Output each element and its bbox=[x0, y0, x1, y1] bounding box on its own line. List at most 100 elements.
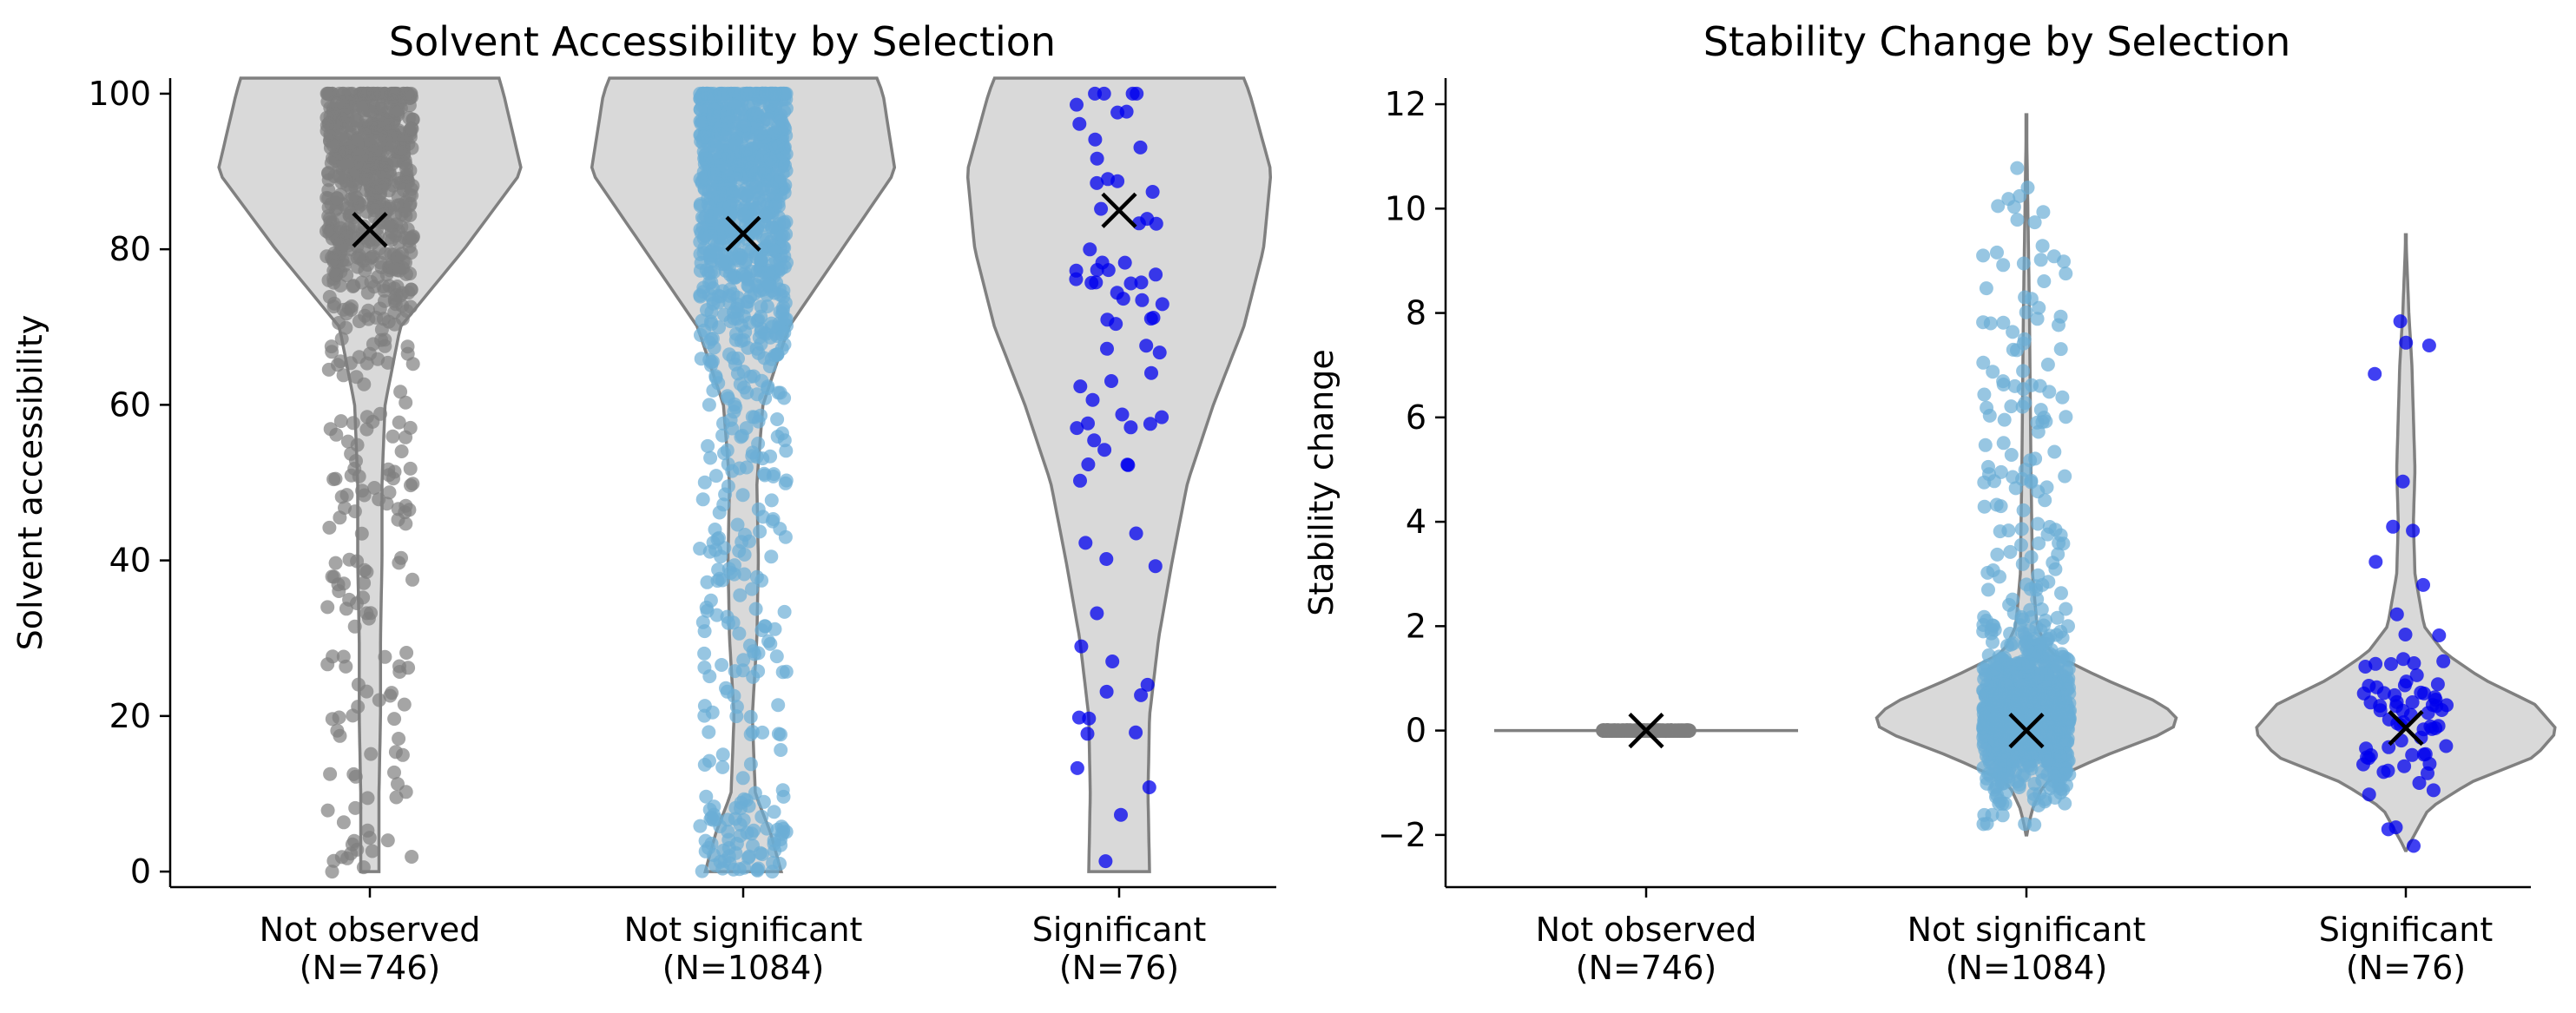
data-point bbox=[733, 588, 748, 602]
mean-marker bbox=[1101, 192, 1137, 228]
data-point bbox=[775, 665, 790, 680]
data-point bbox=[2027, 215, 2042, 230]
data-point bbox=[1142, 780, 1156, 794]
data-point bbox=[736, 207, 751, 222]
data-point bbox=[402, 503, 417, 517]
data-point bbox=[2368, 366, 2382, 381]
data-point bbox=[778, 312, 792, 326]
data-point bbox=[2362, 787, 2376, 802]
data-point bbox=[697, 475, 712, 490]
y-axis-label: Solvent accessibility bbox=[11, 315, 49, 651]
data-point bbox=[1978, 437, 1993, 452]
data-point bbox=[2040, 358, 2055, 372]
data-point bbox=[1143, 312, 1158, 326]
data-point bbox=[391, 105, 405, 120]
data-point bbox=[735, 318, 748, 332]
data-point bbox=[2059, 266, 2073, 281]
data-point bbox=[1101, 263, 1116, 278]
data-point bbox=[1148, 559, 1163, 574]
data-point bbox=[2047, 769, 2062, 784]
data-point bbox=[778, 295, 793, 310]
x-tick-label: Not observed bbox=[1536, 911, 1757, 949]
data-point bbox=[1976, 248, 1991, 263]
data-point bbox=[385, 429, 400, 444]
data-point bbox=[733, 818, 748, 832]
data-point bbox=[2412, 776, 2427, 790]
data-point bbox=[2054, 586, 2068, 601]
data-point bbox=[2016, 364, 2031, 378]
data-point bbox=[346, 766, 361, 781]
data-point bbox=[404, 299, 418, 314]
data-point bbox=[1149, 267, 1163, 282]
data-point bbox=[348, 800, 363, 815]
data-point bbox=[2396, 652, 2411, 667]
data-point bbox=[1097, 443, 1112, 457]
data-point bbox=[1981, 582, 1995, 597]
data-point bbox=[1109, 317, 1123, 332]
y-tick-label: 0 bbox=[130, 852, 151, 891]
data-point bbox=[376, 312, 391, 326]
data-point bbox=[332, 168, 346, 183]
y-tick-label: 20 bbox=[109, 697, 151, 735]
data-point bbox=[2363, 748, 2378, 762]
data-point bbox=[365, 844, 379, 858]
data-point bbox=[777, 604, 792, 619]
data-point bbox=[743, 709, 758, 724]
data-point bbox=[767, 805, 781, 819]
data-point bbox=[405, 572, 419, 587]
data-point bbox=[374, 181, 389, 195]
data-point bbox=[758, 391, 773, 405]
data-point bbox=[2004, 399, 2019, 414]
data-point bbox=[1140, 677, 1155, 692]
data-point bbox=[757, 619, 772, 634]
data-point bbox=[2381, 822, 2395, 837]
data-point bbox=[716, 158, 731, 172]
x-tick-label-count: (N=746) bbox=[1576, 949, 1716, 987]
data-point bbox=[1993, 464, 2008, 479]
data-point bbox=[326, 252, 340, 266]
data-point bbox=[1987, 733, 2002, 748]
data-point bbox=[1997, 412, 2012, 427]
data-point bbox=[700, 575, 715, 589]
data-point bbox=[1084, 275, 1099, 290]
data-point bbox=[1070, 97, 1084, 112]
x-tick-label: Significant bbox=[1032, 911, 1207, 949]
data-point bbox=[325, 345, 339, 359]
data-point bbox=[320, 86, 335, 101]
data-point bbox=[722, 199, 737, 214]
data-point bbox=[2409, 668, 2424, 682]
data-point bbox=[387, 712, 402, 727]
data-point bbox=[708, 369, 723, 384]
data-point bbox=[693, 288, 708, 303]
data-point bbox=[1977, 499, 1992, 514]
data-point bbox=[715, 428, 730, 443]
data-point bbox=[2050, 701, 2065, 715]
data-point bbox=[334, 332, 349, 346]
data-point bbox=[1099, 552, 1114, 566]
x-tick-label-count: (N=76) bbox=[1059, 949, 1179, 987]
data-point bbox=[699, 600, 714, 615]
data-point bbox=[703, 245, 717, 260]
data-point bbox=[1987, 622, 2002, 637]
data-point bbox=[2398, 628, 2413, 641]
data-point bbox=[720, 389, 735, 404]
y-tick-label: 100 bbox=[88, 75, 151, 113]
data-point bbox=[2053, 342, 2068, 357]
data-point bbox=[2059, 602, 2073, 616]
data-point bbox=[693, 819, 708, 833]
data-point bbox=[375, 98, 390, 113]
data-point bbox=[1070, 760, 1084, 775]
data-point bbox=[715, 747, 730, 762]
data-point bbox=[2405, 747, 2420, 762]
data-point bbox=[336, 815, 351, 830]
data-point bbox=[1081, 457, 1096, 471]
data-point bbox=[760, 821, 774, 836]
data-point bbox=[2047, 689, 2062, 704]
data-point bbox=[356, 860, 371, 875]
mean-markers bbox=[1628, 710, 2424, 749]
data-point bbox=[2000, 673, 2014, 687]
data-point bbox=[1100, 341, 1114, 356]
data-point bbox=[1090, 175, 1104, 190]
data-point bbox=[2026, 786, 2041, 801]
data-point bbox=[400, 86, 415, 101]
